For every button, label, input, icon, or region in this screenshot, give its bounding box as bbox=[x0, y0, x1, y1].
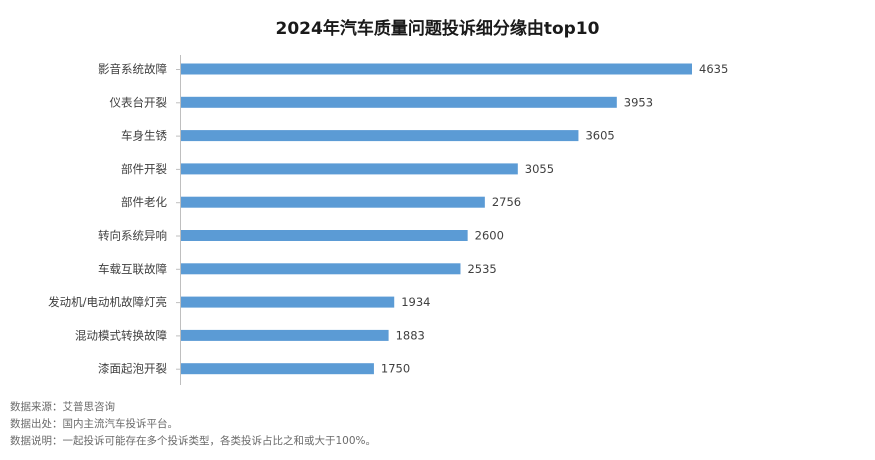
data-label: 2535 bbox=[467, 262, 496, 276]
bar bbox=[181, 230, 468, 241]
footnote-origin: 数据出处：国内主流汽车投诉平台。 bbox=[10, 418, 178, 430]
category-label: 仪表台开裂 bbox=[110, 95, 168, 109]
bar bbox=[181, 363, 374, 375]
category-label: 转向系统异响 bbox=[98, 229, 167, 243]
bar bbox=[181, 329, 389, 341]
data-label: 2756 bbox=[492, 195, 521, 209]
data-label: 1883 bbox=[396, 328, 425, 342]
category-label: 部件老化 bbox=[121, 195, 167, 209]
bar-chart: 影音系统故障 4635 仪表台开裂 3953 车身生锈 3605 部件开裂 3055 部件老化 2… bbox=[48, 55, 728, 385]
data-label: 1934 bbox=[401, 295, 430, 309]
category-label: 部件开裂 bbox=[121, 162, 167, 176]
category-label: 发动机/电动机故障灯亮 bbox=[48, 295, 167, 309]
footnote-note: 数据说明：一起投诉可能存在多个投诉类型，各类投诉占比之和或大于100%。 bbox=[10, 435, 377, 447]
footnote-source: 数据来源：艾普思咨询 bbox=[10, 401, 115, 413]
footnotes: 数据来源：艾普思咨询 数据出处：国内主流汽车投诉平台。 数据说明：一起投诉可能存… bbox=[10, 399, 376, 450]
bar bbox=[181, 163, 518, 175]
data-label: 3055 bbox=[525, 162, 554, 176]
category-label: 影音系统故障 bbox=[98, 62, 167, 76]
category-label: 车身生锈 bbox=[121, 129, 167, 143]
data-label: 3605 bbox=[585, 129, 614, 143]
data-label: 2600 bbox=[475, 229, 504, 243]
bar bbox=[181, 263, 461, 275]
bar bbox=[181, 296, 395, 308]
category-label: 车载互联故障 bbox=[98, 262, 167, 276]
data-label: 4635 bbox=[699, 62, 728, 76]
category-label: 漆面起泡开裂 bbox=[98, 362, 167, 376]
bar bbox=[181, 63, 692, 75]
bar bbox=[181, 130, 579, 142]
data-label: 1750 bbox=[381, 362, 410, 376]
chart-title: 2024年汽车质量问题投诉细分缘由top10 bbox=[275, 19, 600, 39]
bar bbox=[181, 96, 617, 108]
data-label: 3953 bbox=[624, 95, 653, 109]
bar bbox=[181, 196, 485, 208]
category-label: 混动模式转换故障 bbox=[75, 328, 167, 342]
